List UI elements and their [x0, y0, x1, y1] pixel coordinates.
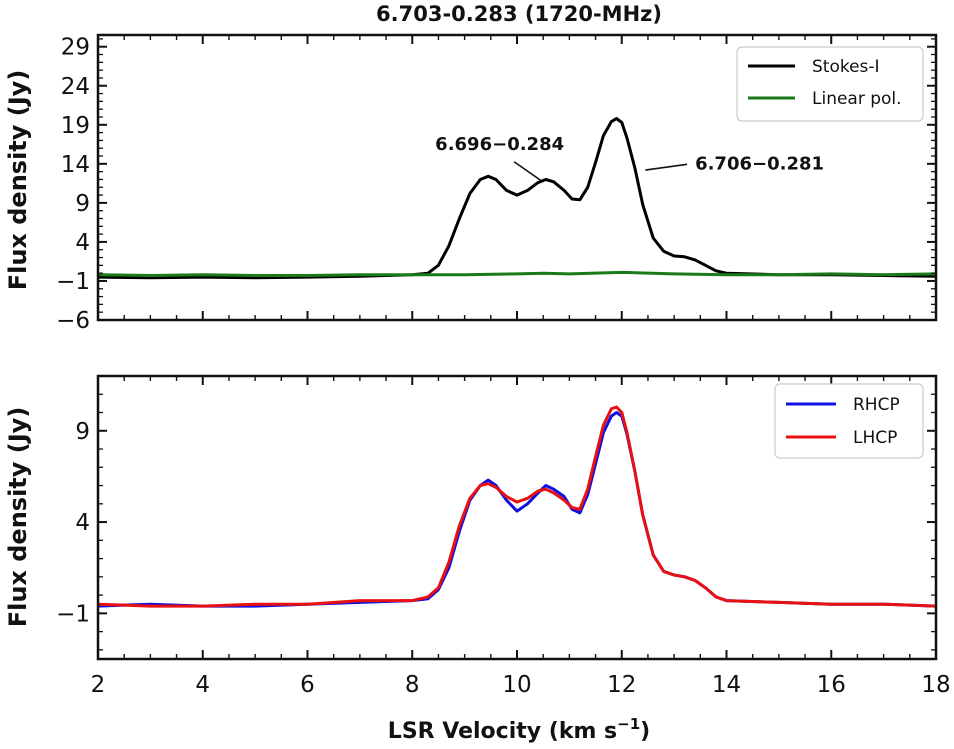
top-legend: Stokes-I Linear pol. — [736, 46, 924, 122]
top-y-tick-label: −1 — [56, 269, 90, 295]
series-line-linear-pol — [97, 270, 937, 277]
annotation-arrow-0 — [513, 161, 542, 181]
x-tick-label: 14 — [712, 672, 741, 698]
bottom-y-tick-label: −1 — [56, 601, 90, 627]
legend-label-stokes-i: Stokes-I — [812, 57, 880, 77]
top-y-tick-label: 9 — [75, 191, 90, 217]
bottom-panel: Flux density (Jy) 2 4 6 8 10 12 14 16 18 −1 4 9 RHC… — [4, 374, 951, 698]
bottom-y-tick-label: 4 — [75, 510, 90, 536]
figure-title: 6.703-0.283 (1720-MHz) — [376, 2, 662, 26]
legend-label-linear-pol: Linear pol. — [812, 89, 902, 109]
annotation-arrow-1 — [645, 163, 688, 171]
bottom-y-tick-label: 9 — [75, 419, 90, 445]
x-tick-label: 8 — [405, 672, 420, 698]
x-tick-label: 10 — [502, 672, 531, 698]
series-line-lhcp — [97, 405, 937, 608]
bottom-legend-box — [774, 383, 924, 459]
x-tick-label: 4 — [195, 672, 210, 698]
top-y-tick-label: 29 — [61, 35, 90, 61]
top-panel: Flux density (Jy) −6 −1 4 9 14 19 24 29 Stokes-… — [4, 33, 938, 334]
top-y-axis-label: Flux density (Jy) — [4, 70, 32, 291]
annotation-6-696: 6.696−0.284 — [435, 134, 564, 155]
x-tick-label: 12 — [607, 672, 636, 698]
bottom-legend: RHCP LHCP — [774, 383, 924, 459]
x-tick-label: 16 — [817, 672, 846, 698]
top-y-tick-label: 19 — [61, 113, 90, 139]
x-tick-label: 2 — [91, 672, 106, 698]
top-plot-area: −6 −1 4 9 14 19 24 29 — [56, 33, 938, 334]
legend-label-rhcp: RHCP — [853, 395, 900, 415]
x-tick-label: 18 — [921, 672, 950, 698]
x-axis-label: LSR Velocity (km s−1) — [388, 715, 650, 744]
annotation-6-706: 6.706−0.281 — [695, 153, 824, 174]
legend-label-lhcp: LHCP — [853, 428, 897, 448]
top-y-tick-label: 14 — [61, 152, 90, 178]
x-tick-label: 6 — [300, 672, 315, 698]
bottom-plot-area: 2 4 6 8 10 12 14 16 18 −1 4 9 — [56, 374, 951, 698]
top-y-tick-label: −6 — [56, 308, 90, 334]
bottom-y-axis-label: Flux density (Jy) — [4, 407, 32, 628]
top-y-tick-label: 24 — [61, 74, 90, 100]
top-y-tick-label: 4 — [75, 230, 90, 256]
